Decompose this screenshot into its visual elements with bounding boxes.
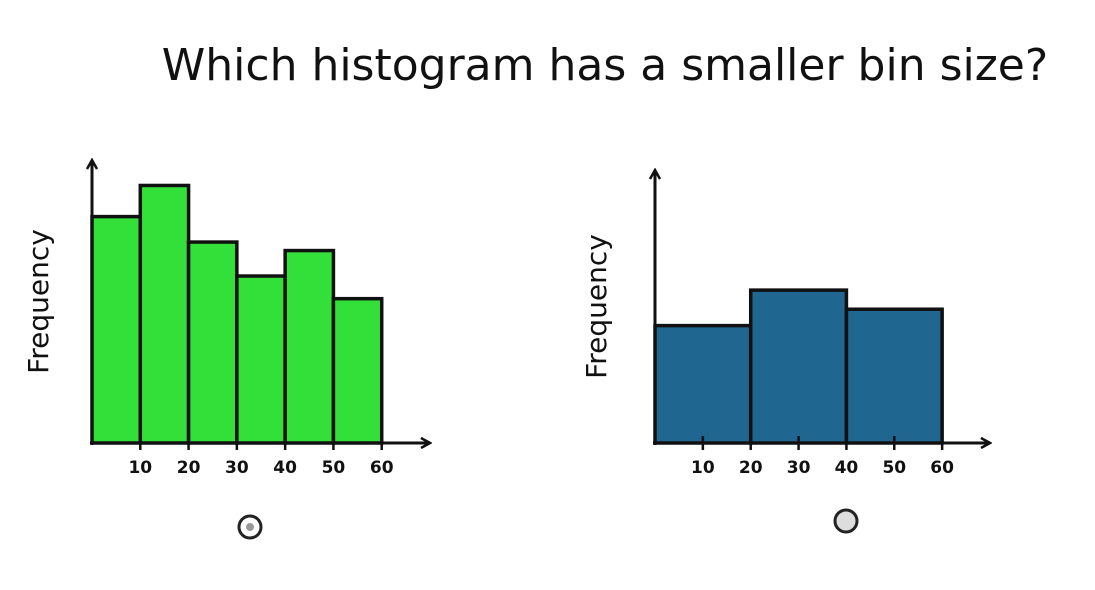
x-tick-label: 60 <box>930 458 954 478</box>
bar <box>235 274 287 445</box>
x-tick-label: 30 <box>225 458 249 478</box>
y-axis-label: Frequency <box>22 229 55 374</box>
x-tick-label: 30 <box>787 458 811 478</box>
bar <box>283 248 336 445</box>
y-axis-label: Frequency <box>580 234 613 379</box>
x-tick-label: 20 <box>739 458 763 478</box>
bar <box>90 214 143 445</box>
bar <box>653 323 753 445</box>
x-tick-label: 10 <box>691 458 715 478</box>
x-tick-label: 40 <box>273 458 297 478</box>
x-tick-label: 40 <box>835 458 859 478</box>
bar <box>844 307 944 445</box>
bar <box>186 240 239 445</box>
x-tick-label: 10 <box>128 458 152 478</box>
x-tick-label: 20 <box>177 458 201 478</box>
question: Which histogram has a smaller bin size? <box>162 40 1048 91</box>
option-radio[interactable] <box>833 508 859 534</box>
bar <box>331 296 384 445</box>
option-radio[interactable] <box>237 514 263 540</box>
bar <box>748 288 849 445</box>
x-tick-label: 50 <box>882 458 906 478</box>
bar <box>138 183 191 445</box>
x-tick-label: 50 <box>322 458 346 478</box>
x-tick-label: 60 <box>370 458 394 478</box>
